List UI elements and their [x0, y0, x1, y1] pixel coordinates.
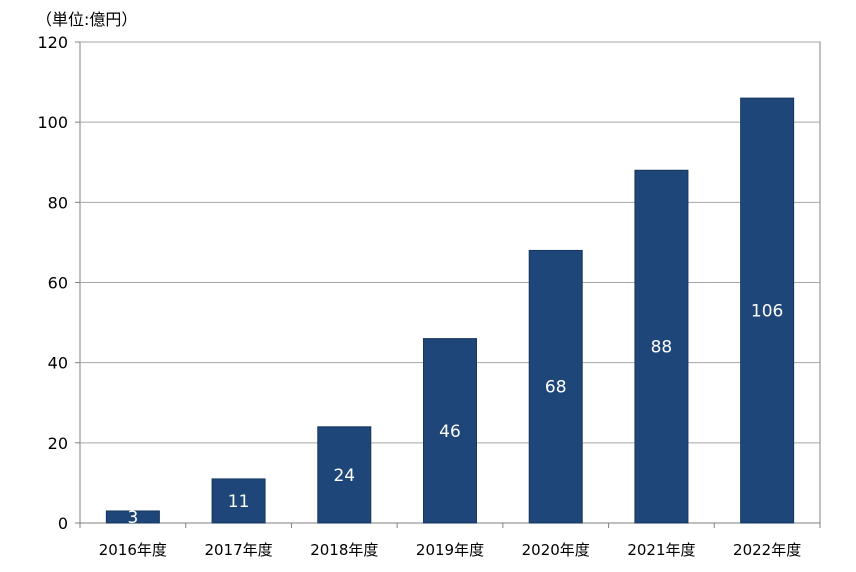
bar-value-label: 11	[228, 492, 250, 512]
bar-value-label: 88	[651, 338, 673, 358]
y-tick-label: 0	[58, 514, 68, 533]
x-tick-label: 2020年度	[522, 541, 590, 559]
bar-value-label: 3	[127, 508, 138, 528]
bar-2018年度	[317, 426, 372, 524]
y-tick-label: 80	[48, 193, 68, 212]
bar-value-label: 106	[751, 302, 783, 322]
x-tick-label: 2017年度	[204, 541, 272, 559]
y-tick-label: 40	[48, 354, 68, 373]
data-labels: 3 11 24 46 68 88 106	[127, 302, 783, 528]
bar-value-label: 46	[439, 422, 461, 442]
x-tick-label: 2018年度	[310, 541, 378, 559]
bar-value-label: 68	[545, 378, 567, 398]
y-tick-label: 60	[48, 274, 68, 293]
x-tick-label: 2019年度	[416, 541, 484, 559]
bar-2016年度	[105, 510, 160, 524]
x-axis-ticks: 2016年度 2017年度 2018年度 2019年度 2020年度 2021年度 2022…	[99, 541, 801, 559]
bar-2020年度	[528, 249, 583, 524]
y-tick-label: 20	[48, 434, 68, 453]
unit-label: （単位:億円）	[36, 10, 138, 29]
y-tick-label: 100	[37, 113, 68, 132]
y-tick-label: 120	[37, 33, 68, 52]
bars	[105, 97, 795, 524]
bar-2019年度	[423, 338, 477, 524]
bar-2022年度	[740, 97, 795, 524]
x-tick-label: 2022年度	[733, 541, 801, 559]
bar-2017年度	[211, 478, 266, 524]
bar-value-label: 24	[333, 466, 355, 486]
x-tick-label: 2016年度	[99, 541, 167, 559]
bar-2021年度	[634, 169, 689, 524]
y-axis-ticks: 0 20 40 60 80 100 120	[37, 33, 68, 533]
x-tick-label: 2021年度	[627, 541, 695, 559]
